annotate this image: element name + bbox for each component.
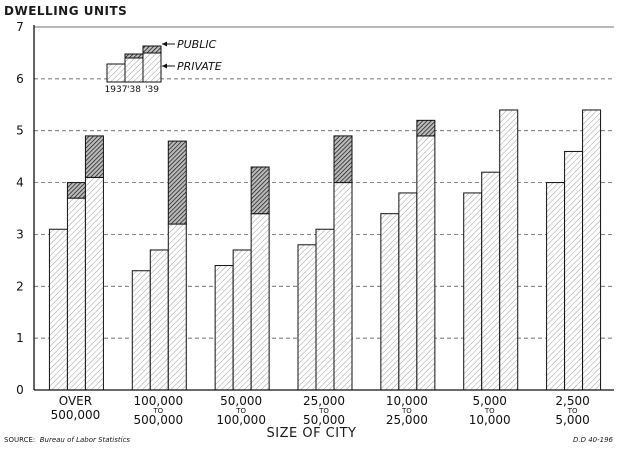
x-category-label: TO — [235, 407, 246, 415]
bar-private — [546, 182, 566, 391]
bar-private — [564, 150, 584, 391]
bar-private — [398, 192, 418, 391]
x-category-label: 10,000 — [386, 394, 428, 408]
y-axis-title: DWELLING UNITS — [4, 4, 128, 18]
bar-private — [416, 135, 436, 391]
legend-label-public: PUBLIC — [177, 38, 217, 51]
legend-year-label: '39 — [145, 85, 159, 95]
x-category-label: OVER — [59, 394, 92, 408]
legend-bar-public — [142, 45, 162, 54]
bar-private — [149, 249, 169, 391]
legend-arrowhead-private — [162, 63, 167, 69]
bar-private — [250, 213, 270, 391]
bar-private — [48, 228, 68, 391]
x-category-label: 5,000 — [555, 413, 589, 427]
bar-private — [380, 213, 400, 391]
legend-label-private: PRIVATE — [177, 60, 222, 73]
y-tick-label: 0 — [16, 383, 24, 397]
y-tick-label: 1 — [16, 331, 24, 345]
bar-private — [333, 182, 353, 391]
bar-private — [66, 197, 86, 391]
bar-private — [84, 176, 104, 391]
x-category-label: 500,000 — [51, 408, 101, 422]
x-axis-title: SIZE OF CITY — [266, 426, 357, 441]
legend-bar-public — [124, 53, 144, 59]
legend-bar-private — [124, 57, 144, 83]
bar-public — [416, 119, 436, 137]
x-category-label: 50,000 — [303, 413, 345, 427]
x-category-label: 2,500 — [555, 394, 589, 408]
y-tick-label: 7 — [16, 20, 24, 34]
bar-public — [167, 140, 187, 225]
x-category-label: TO — [318, 407, 329, 415]
y-tick-label: 4 — [16, 176, 24, 190]
y-tick-label: 3 — [16, 227, 24, 241]
x-category-label: 5,000 — [473, 394, 507, 408]
x-category-label: TO — [401, 407, 412, 415]
legend-year-label: 1937 — [105, 85, 128, 95]
legend-year-label: '38 — [127, 85, 141, 95]
y-tick-label: 6 — [16, 72, 24, 86]
x-category-label: 50,000 — [220, 394, 262, 408]
bar-private — [315, 228, 335, 391]
bar-public — [84, 135, 104, 178]
x-category-label: 100,000 — [133, 394, 183, 408]
source-note: SOURCE: Bureau of Labor Statistics — [4, 436, 130, 444]
bar-private — [582, 109, 602, 391]
y-tick-label: 2 — [16, 279, 24, 293]
bar-private — [214, 265, 234, 391]
x-category-label: TO — [567, 407, 578, 415]
bar-private — [297, 244, 317, 391]
x-category-label: 25,000 — [386, 413, 428, 427]
bar-private — [463, 192, 483, 391]
x-category-label: 500,000 — [133, 413, 183, 427]
x-category-label: TO — [152, 407, 163, 415]
source-prefix: SOURCE: — [4, 436, 36, 444]
bar-public — [333, 135, 353, 184]
bar-private — [232, 249, 252, 391]
x-category-label: 25,000 — [303, 394, 345, 408]
y-tick-label: 5 — [16, 124, 24, 138]
document-code: D.D 40-196 — [572, 436, 613, 444]
bar-public — [66, 182, 86, 199]
x-category-label: TO — [484, 407, 495, 415]
bar-private — [167, 223, 187, 391]
bar-private — [499, 109, 519, 391]
bar-public — [250, 166, 270, 215]
source-text: Bureau of Labor Statistics — [39, 436, 131, 444]
x-category-label: 10,000 — [469, 413, 511, 427]
bar-private — [481, 171, 501, 391]
legend-bar-private — [142, 52, 162, 83]
legend-arrowhead-public — [162, 41, 167, 47]
x-category-label: 100,000 — [216, 413, 266, 427]
legend-bar-private — [106, 63, 126, 83]
bar-private — [131, 270, 151, 391]
